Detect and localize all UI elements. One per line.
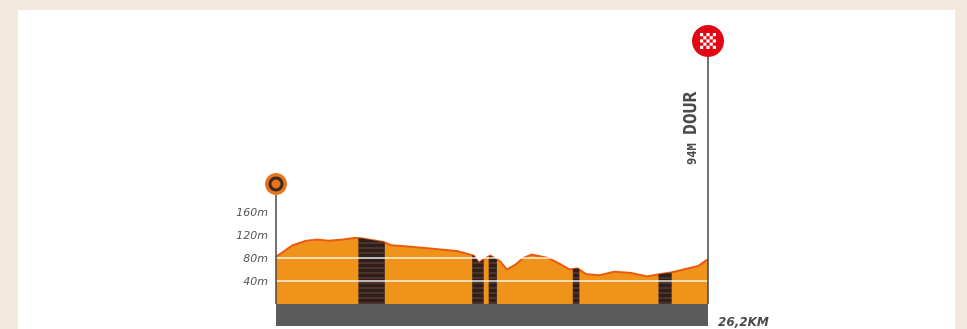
finish-altitude-label: 94M [685, 143, 699, 165]
checkered-square [703, 42, 707, 46]
y-tick-label: 120m [236, 229, 268, 242]
checkered-square [709, 42, 713, 46]
checkered-square [703, 36, 707, 40]
y-tick-label: 40m [243, 275, 268, 288]
finish-town-label: DOUR [680, 91, 701, 135]
checkered-square [709, 36, 713, 40]
distance-bar [276, 304, 708, 326]
y-tick-label: 160m [236, 206, 268, 219]
distance-label: 26,2KM [718, 315, 769, 329]
finish-label-group: 94M DOUR [680, 91, 701, 165]
checkered-square [700, 33, 704, 37]
start-circle-ring [268, 176, 284, 192]
start-circle-icon [265, 173, 287, 195]
checkered-square [712, 45, 716, 49]
elevation-line [275, 236, 709, 278]
checkered-square [706, 45, 710, 49]
checkered-square [712, 33, 716, 37]
cobble-sector-2 [472, 237, 484, 304]
checkered-square [706, 39, 710, 43]
axis-layer: 160m 120m 80m 40m 26,2KM [236, 206, 769, 329]
stage-profile-chart: 160m 120m 80m 40m 26,2KM 94M DOUR [18, 10, 955, 329]
markers-layer: 94M DOUR [265, 25, 724, 304]
y-tick-label: 80m [243, 252, 268, 265]
cobble-sector-3 [488, 237, 497, 304]
checkered-square [700, 39, 704, 43]
checkered-square [700, 45, 704, 49]
elevation-profile-chart: 160m 120m 80m 40m 26,2KM 94M DOUR [236, 25, 769, 329]
gridlines-layer [276, 211, 708, 282]
checkered-square [706, 33, 710, 37]
cobble-sector-4 [572, 237, 580, 304]
checkered-square [712, 39, 716, 43]
